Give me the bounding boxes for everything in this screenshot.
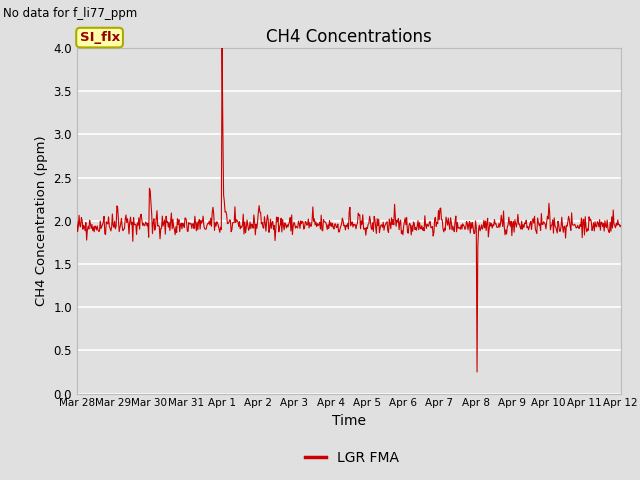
Legend: LGR FMA: LGR FMA [300, 445, 404, 471]
Text: SI_flx: SI_flx [79, 31, 120, 44]
Title: CH4 Concentrations: CH4 Concentrations [266, 28, 431, 47]
X-axis label: Time: Time [332, 414, 366, 428]
Y-axis label: CH4 Concentration (ppm): CH4 Concentration (ppm) [35, 135, 48, 306]
Text: No data for f_li77_ppm: No data for f_li77_ppm [3, 7, 138, 20]
